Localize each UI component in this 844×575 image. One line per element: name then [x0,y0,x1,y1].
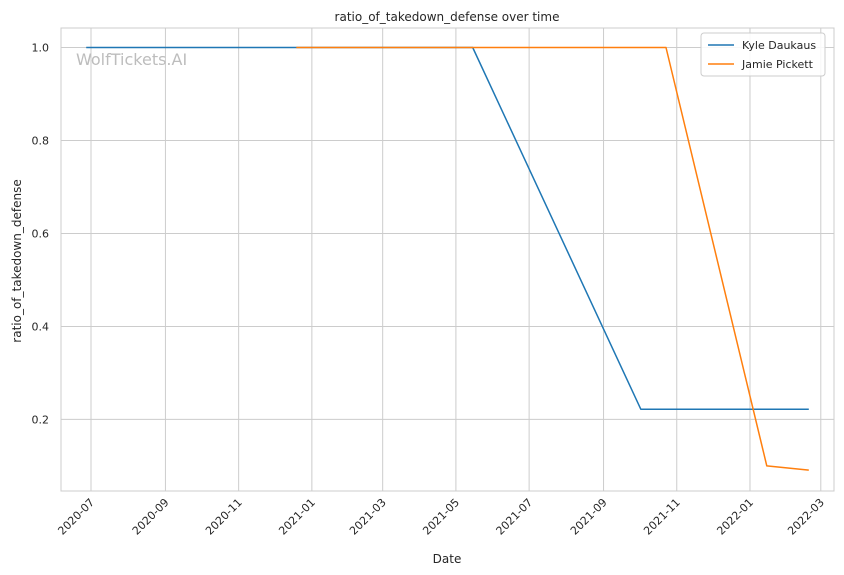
legend: Kyle Daukaus Jamie Pickett [700,32,826,77]
grid [61,28,834,491]
y-tick-label: 0.6 [32,227,50,240]
watermark: WolfTickets.AI [76,50,187,69]
y-tick-label: 0.2 [32,413,50,426]
y-tick-label: 0.4 [32,320,50,333]
x-axis-label: Date [433,552,462,566]
plot-area [60,27,835,492]
chart-title: ratio_of_takedown_defense over time [335,10,560,24]
y-axis-label: ratio_of_takedown_defense [10,179,24,342]
legend-entry: Kyle Daukaus [742,39,816,52]
series-lines [86,46,809,471]
y-tick-label: 1.0 [32,42,50,55]
y-tick-label: 0.8 [32,134,50,147]
legend-entry: Jamie Pickett [741,58,814,71]
legend-frame [700,32,826,77]
series-line-2 [296,46,809,471]
